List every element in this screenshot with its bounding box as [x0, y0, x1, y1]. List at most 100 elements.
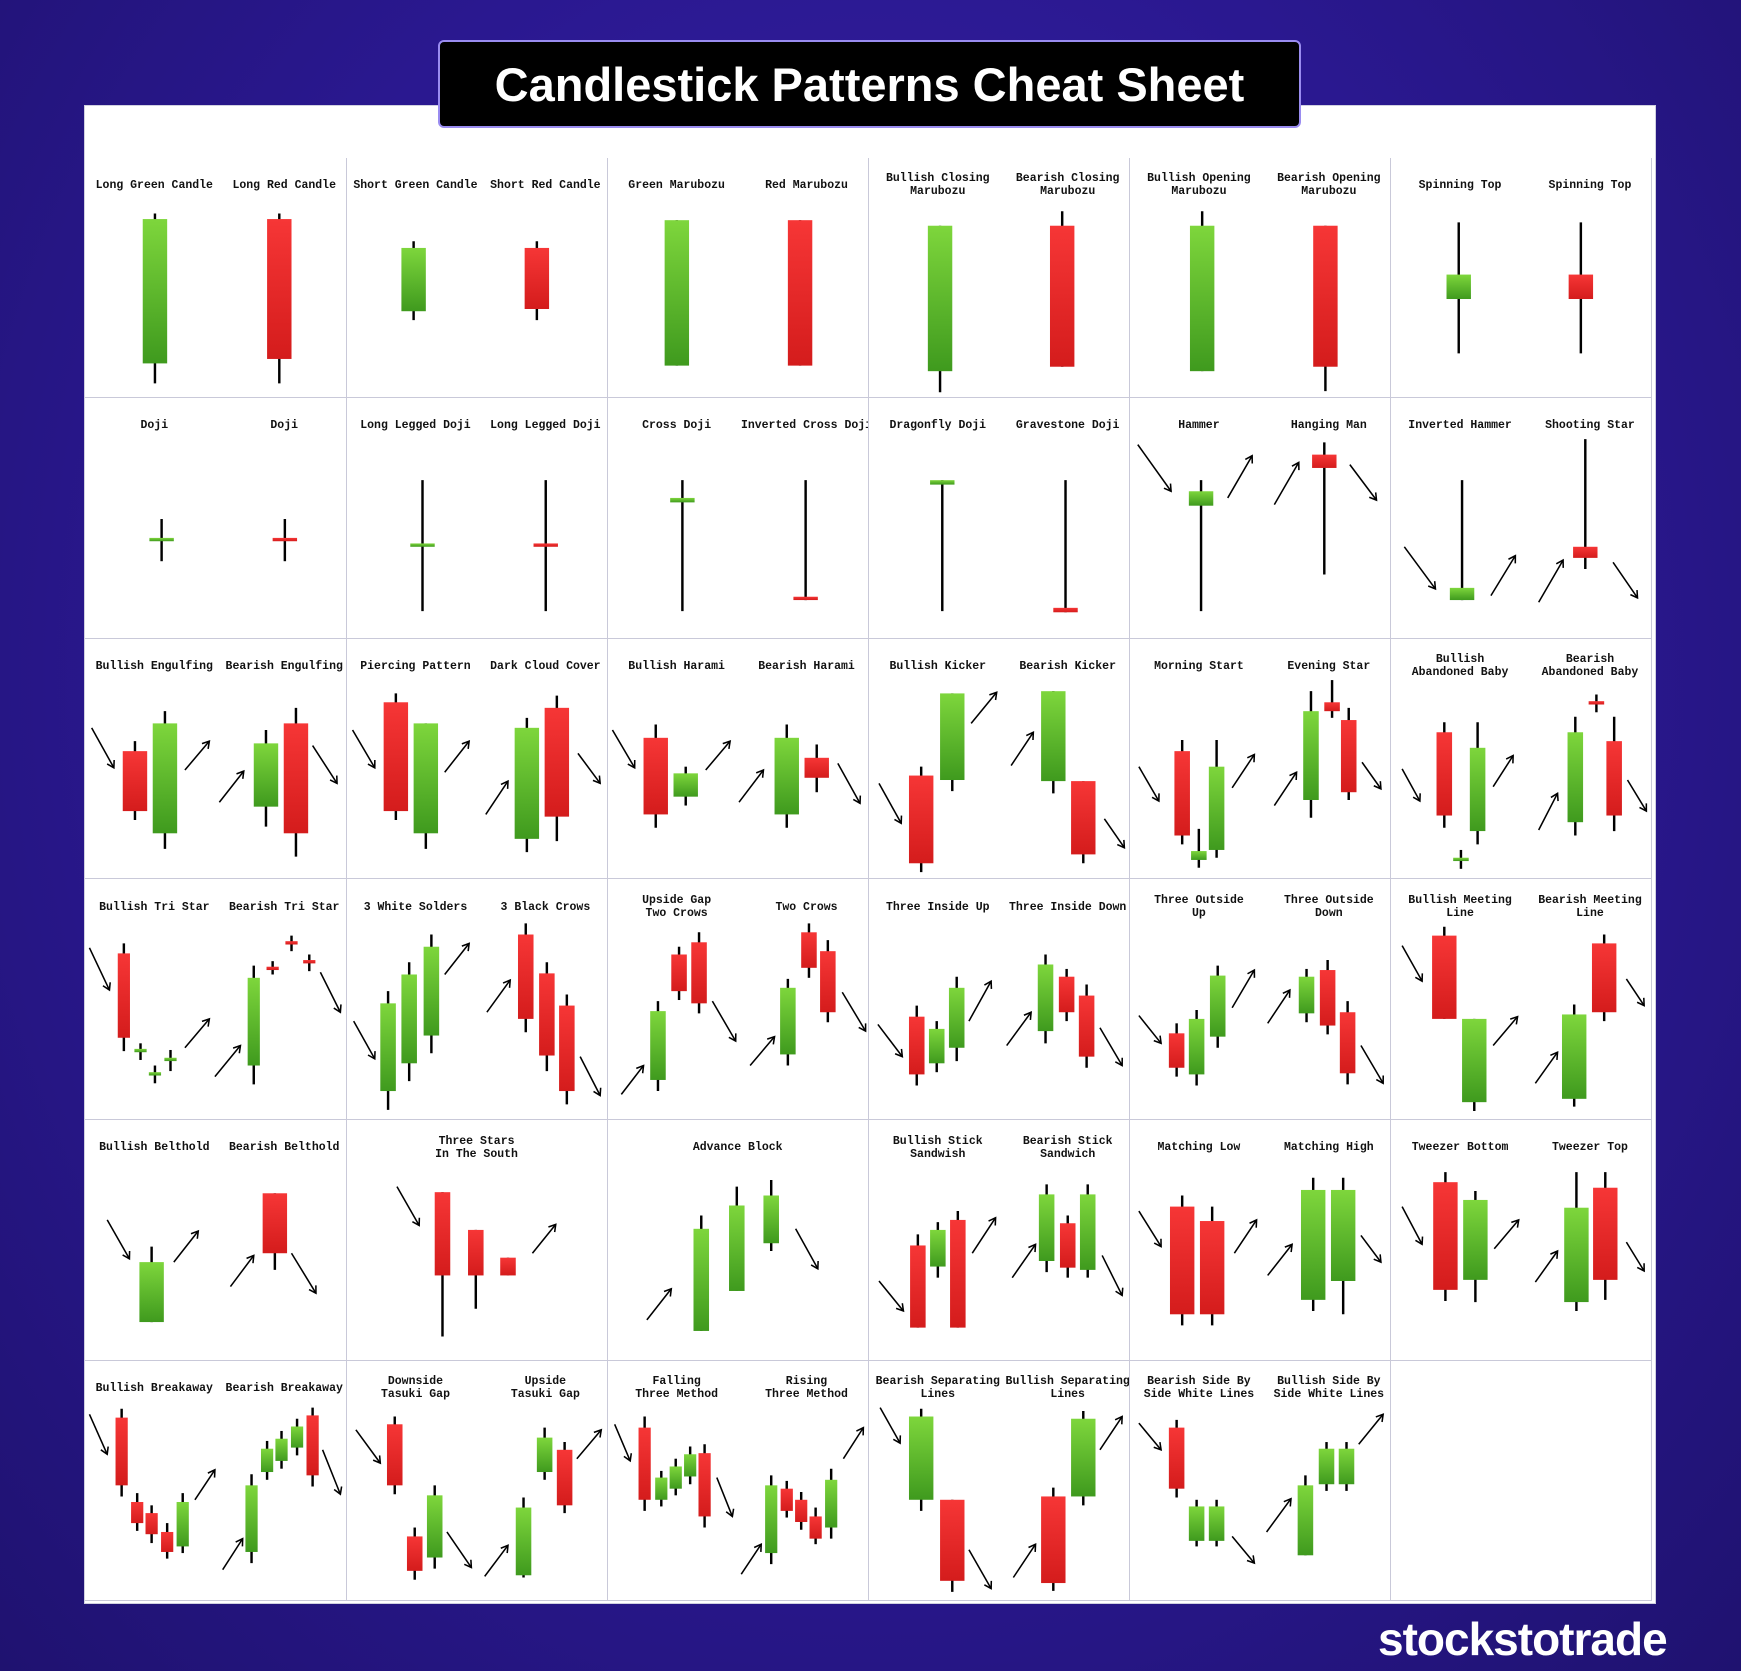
arrow-head: [1025, 730, 1035, 740]
arrow: [1625, 1241, 1646, 1272]
candle-body: [273, 538, 298, 542]
pattern-drawing: [878, 1184, 1124, 1328]
pattern-drawing: [878, 691, 1126, 873]
candle-body: [556, 1449, 573, 1506]
pattern-label: Bearish Belthold: [229, 1141, 340, 1155]
candle-body: [654, 1477, 668, 1500]
arrow: [1138, 1210, 1162, 1248]
pattern-cell: Three Stars In The South: [346, 1120, 608, 1361]
arrow: [715, 1476, 733, 1517]
pattern-label: Long Green Candle: [95, 178, 213, 192]
arrow: [1011, 1243, 1037, 1279]
pattern-cell: Green Marubozu Red Marubozu: [607, 157, 869, 399]
pattern-drawing: [409, 480, 558, 612]
arrow-head: [1373, 1254, 1382, 1264]
pattern-label: Bearish Abandoned Baby: [1541, 653, 1639, 680]
arrow: [1138, 1422, 1162, 1451]
arrow: [878, 782, 902, 824]
arrow-head: [1153, 1035, 1163, 1045]
arrow: [836, 762, 861, 804]
candle-body: [467, 1230, 484, 1276]
arrow-head: [627, 759, 636, 769]
arrow: [214, 1045, 242, 1078]
pattern-cell: Matching Low Matching High: [1130, 1120, 1392, 1361]
arrow-head: [1163, 483, 1173, 493]
pattern-cell: Bullish Meeting Line Bearish Meeting Line: [1391, 879, 1653, 1121]
arrow: [1612, 562, 1639, 599]
pattern-label: Bearish Stick Sandwich: [1022, 1134, 1113, 1161]
candle-body: [669, 498, 695, 503]
pattern-drawing: [401, 240, 549, 320]
arrow: [1361, 761, 1382, 790]
pattern-label: Hammer: [1178, 419, 1220, 433]
candle-body: [1058, 977, 1075, 1013]
arrow: [711, 1001, 737, 1042]
candle-body: [267, 967, 280, 971]
pattern-cell: Bullish Abandoned Baby Bearish Abandoned …: [1391, 638, 1653, 880]
arrow: [968, 981, 992, 1022]
pattern-label: Bearish Harami: [758, 659, 855, 673]
arrow: [219, 770, 245, 803]
candle-body: [1339, 1012, 1356, 1074]
candle-body: [793, 597, 818, 601]
pattern-label: Three Inside Down: [1009, 900, 1127, 914]
pattern-label: Bullish Breakaway: [95, 1381, 213, 1395]
arrow: [230, 1255, 255, 1288]
arrow-head: [100, 1446, 110, 1456]
candle-body: [1433, 1182, 1458, 1290]
candle-body: [927, 225, 953, 371]
pattern-label: Upside Tasuki Gap: [510, 1375, 580, 1402]
arrow: [1534, 1250, 1559, 1283]
candle-body: [254, 743, 279, 807]
arrow: [1401, 945, 1424, 983]
pattern-label: Doji: [140, 419, 169, 433]
pattern-label: Bullish Engulfing: [95, 659, 213, 673]
candle-body: [939, 1499, 965, 1581]
arrow-head: [1114, 1414, 1123, 1425]
candle-body: [1573, 547, 1598, 559]
candle-body: [263, 1193, 288, 1254]
arrow-head: [855, 1426, 864, 1436]
candle-body: [434, 1192, 450, 1276]
pattern-cell: Cross Doji Inverted Cross Doji: [607, 398, 869, 639]
candle-body: [1568, 274, 1594, 299]
arrow: [1493, 1219, 1520, 1250]
arrow: [1401, 768, 1421, 802]
candle-body: [426, 1495, 443, 1558]
candle-body: [1593, 1187, 1618, 1280]
pattern-label: Piercing Pattern: [360, 659, 471, 673]
arrow: [1538, 792, 1559, 831]
arrow-head: [333, 1004, 343, 1015]
candle-body: [275, 1438, 289, 1461]
pattern-drawing: [669, 480, 818, 612]
pattern-cell: Spinning Top Spinning Top: [1391, 157, 1653, 399]
candle-body: [787, 219, 813, 366]
arrow: [1625, 978, 1646, 1007]
candle-body: [794, 1499, 808, 1522]
pattern-label: Bullish Stick Sandwish: [892, 1134, 983, 1161]
candle-body: [763, 1195, 779, 1244]
candle-body: [1592, 943, 1617, 1013]
arrow-head: [892, 1435, 902, 1445]
pattern-label: Downside Tasuki Gap: [380, 1375, 450, 1402]
pattern-cell: Piercing Pattern Dark Cloud Cover: [346, 638, 608, 880]
candle-body: [1318, 1448, 1335, 1484]
candle-body: [153, 723, 178, 834]
pattern-label: Bullish Separating Lines: [1005, 1375, 1130, 1402]
arrow: [1231, 1535, 1256, 1564]
arrow-head: [411, 1217, 420, 1227]
candle-body: [949, 1220, 966, 1328]
pattern-cell: [1391, 1360, 1653, 1602]
pattern-drawing: [1137, 442, 1378, 612]
candle-body: [1208, 766, 1225, 850]
arrow-head: [1506, 754, 1515, 764]
pattern-label: 3 White Solders: [363, 900, 468, 914]
arrow: [1349, 464, 1378, 501]
arrow-head: [1415, 973, 1424, 983]
candle-body: [1041, 1496, 1066, 1583]
pattern-label: Three Outside Down: [1283, 893, 1374, 920]
arrow: [1266, 1497, 1292, 1533]
arrow: [485, 980, 511, 1014]
arrow: [1099, 1415, 1123, 1450]
candle-body: [643, 737, 668, 815]
